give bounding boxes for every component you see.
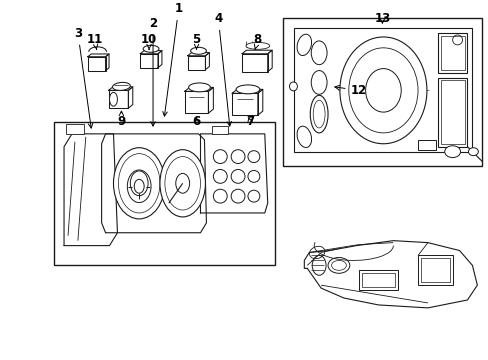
Text: 1: 1 [163, 2, 183, 116]
Bar [437, 33, 467, 73]
Bar [440, 36, 464, 69]
Polygon shape [304, 240, 476, 308]
Bar [54, 122, 274, 265]
Bar [212, 126, 228, 134]
Ellipse shape [245, 42, 269, 49]
Polygon shape [257, 89, 262, 115]
Polygon shape [88, 54, 109, 57]
Bar [140, 54, 158, 68]
Ellipse shape [112, 82, 130, 90]
Bar [108, 90, 128, 108]
Ellipse shape [113, 148, 164, 219]
Ellipse shape [289, 82, 297, 91]
Bar [282, 18, 481, 166]
Ellipse shape [143, 45, 159, 52]
Polygon shape [208, 87, 213, 113]
Bar [361, 273, 394, 287]
Ellipse shape [468, 148, 477, 156]
Polygon shape [187, 53, 209, 56]
Text: 13: 13 [373, 12, 390, 25]
Polygon shape [267, 50, 272, 72]
Ellipse shape [160, 150, 205, 217]
Text: 3: 3 [74, 27, 93, 128]
Polygon shape [232, 89, 262, 93]
Polygon shape [140, 51, 162, 54]
Bar [184, 91, 208, 113]
Ellipse shape [309, 95, 327, 133]
Bar [437, 77, 467, 147]
Bar [187, 56, 205, 69]
Ellipse shape [109, 92, 117, 106]
Ellipse shape [339, 37, 426, 144]
Polygon shape [64, 134, 117, 246]
Bar [88, 57, 105, 71]
Text: 6: 6 [192, 116, 200, 129]
Text: 11: 11 [86, 33, 102, 49]
Ellipse shape [236, 85, 259, 94]
Bar [417, 256, 452, 285]
Polygon shape [292, 82, 330, 90]
Polygon shape [128, 87, 133, 108]
Text: 4: 4 [214, 12, 231, 126]
Polygon shape [158, 51, 162, 68]
Bar [440, 81, 464, 144]
Text: 2: 2 [149, 17, 157, 126]
Ellipse shape [190, 48, 206, 54]
Text: 9: 9 [117, 111, 125, 129]
Polygon shape [200, 134, 267, 213]
Bar [417, 140, 435, 150]
Polygon shape [108, 87, 133, 90]
Text: 5: 5 [192, 33, 200, 49]
Bar [358, 270, 397, 290]
Polygon shape [242, 50, 272, 54]
Text: 12: 12 [334, 84, 366, 97]
Bar [294, 28, 471, 152]
Ellipse shape [310, 71, 326, 94]
Polygon shape [105, 54, 109, 71]
Polygon shape [184, 87, 213, 91]
Ellipse shape [296, 34, 311, 55]
Text: 7: 7 [245, 116, 253, 129]
Text: 8: 8 [253, 33, 262, 49]
Bar [242, 54, 267, 72]
Ellipse shape [296, 126, 311, 148]
Ellipse shape [444, 146, 460, 158]
Bar [232, 93, 257, 115]
Text: 10: 10 [141, 33, 157, 49]
Polygon shape [205, 53, 209, 69]
Bar [420, 258, 449, 282]
Polygon shape [102, 134, 206, 233]
Ellipse shape [188, 83, 210, 92]
Bar [66, 124, 83, 134]
Ellipse shape [310, 41, 326, 65]
